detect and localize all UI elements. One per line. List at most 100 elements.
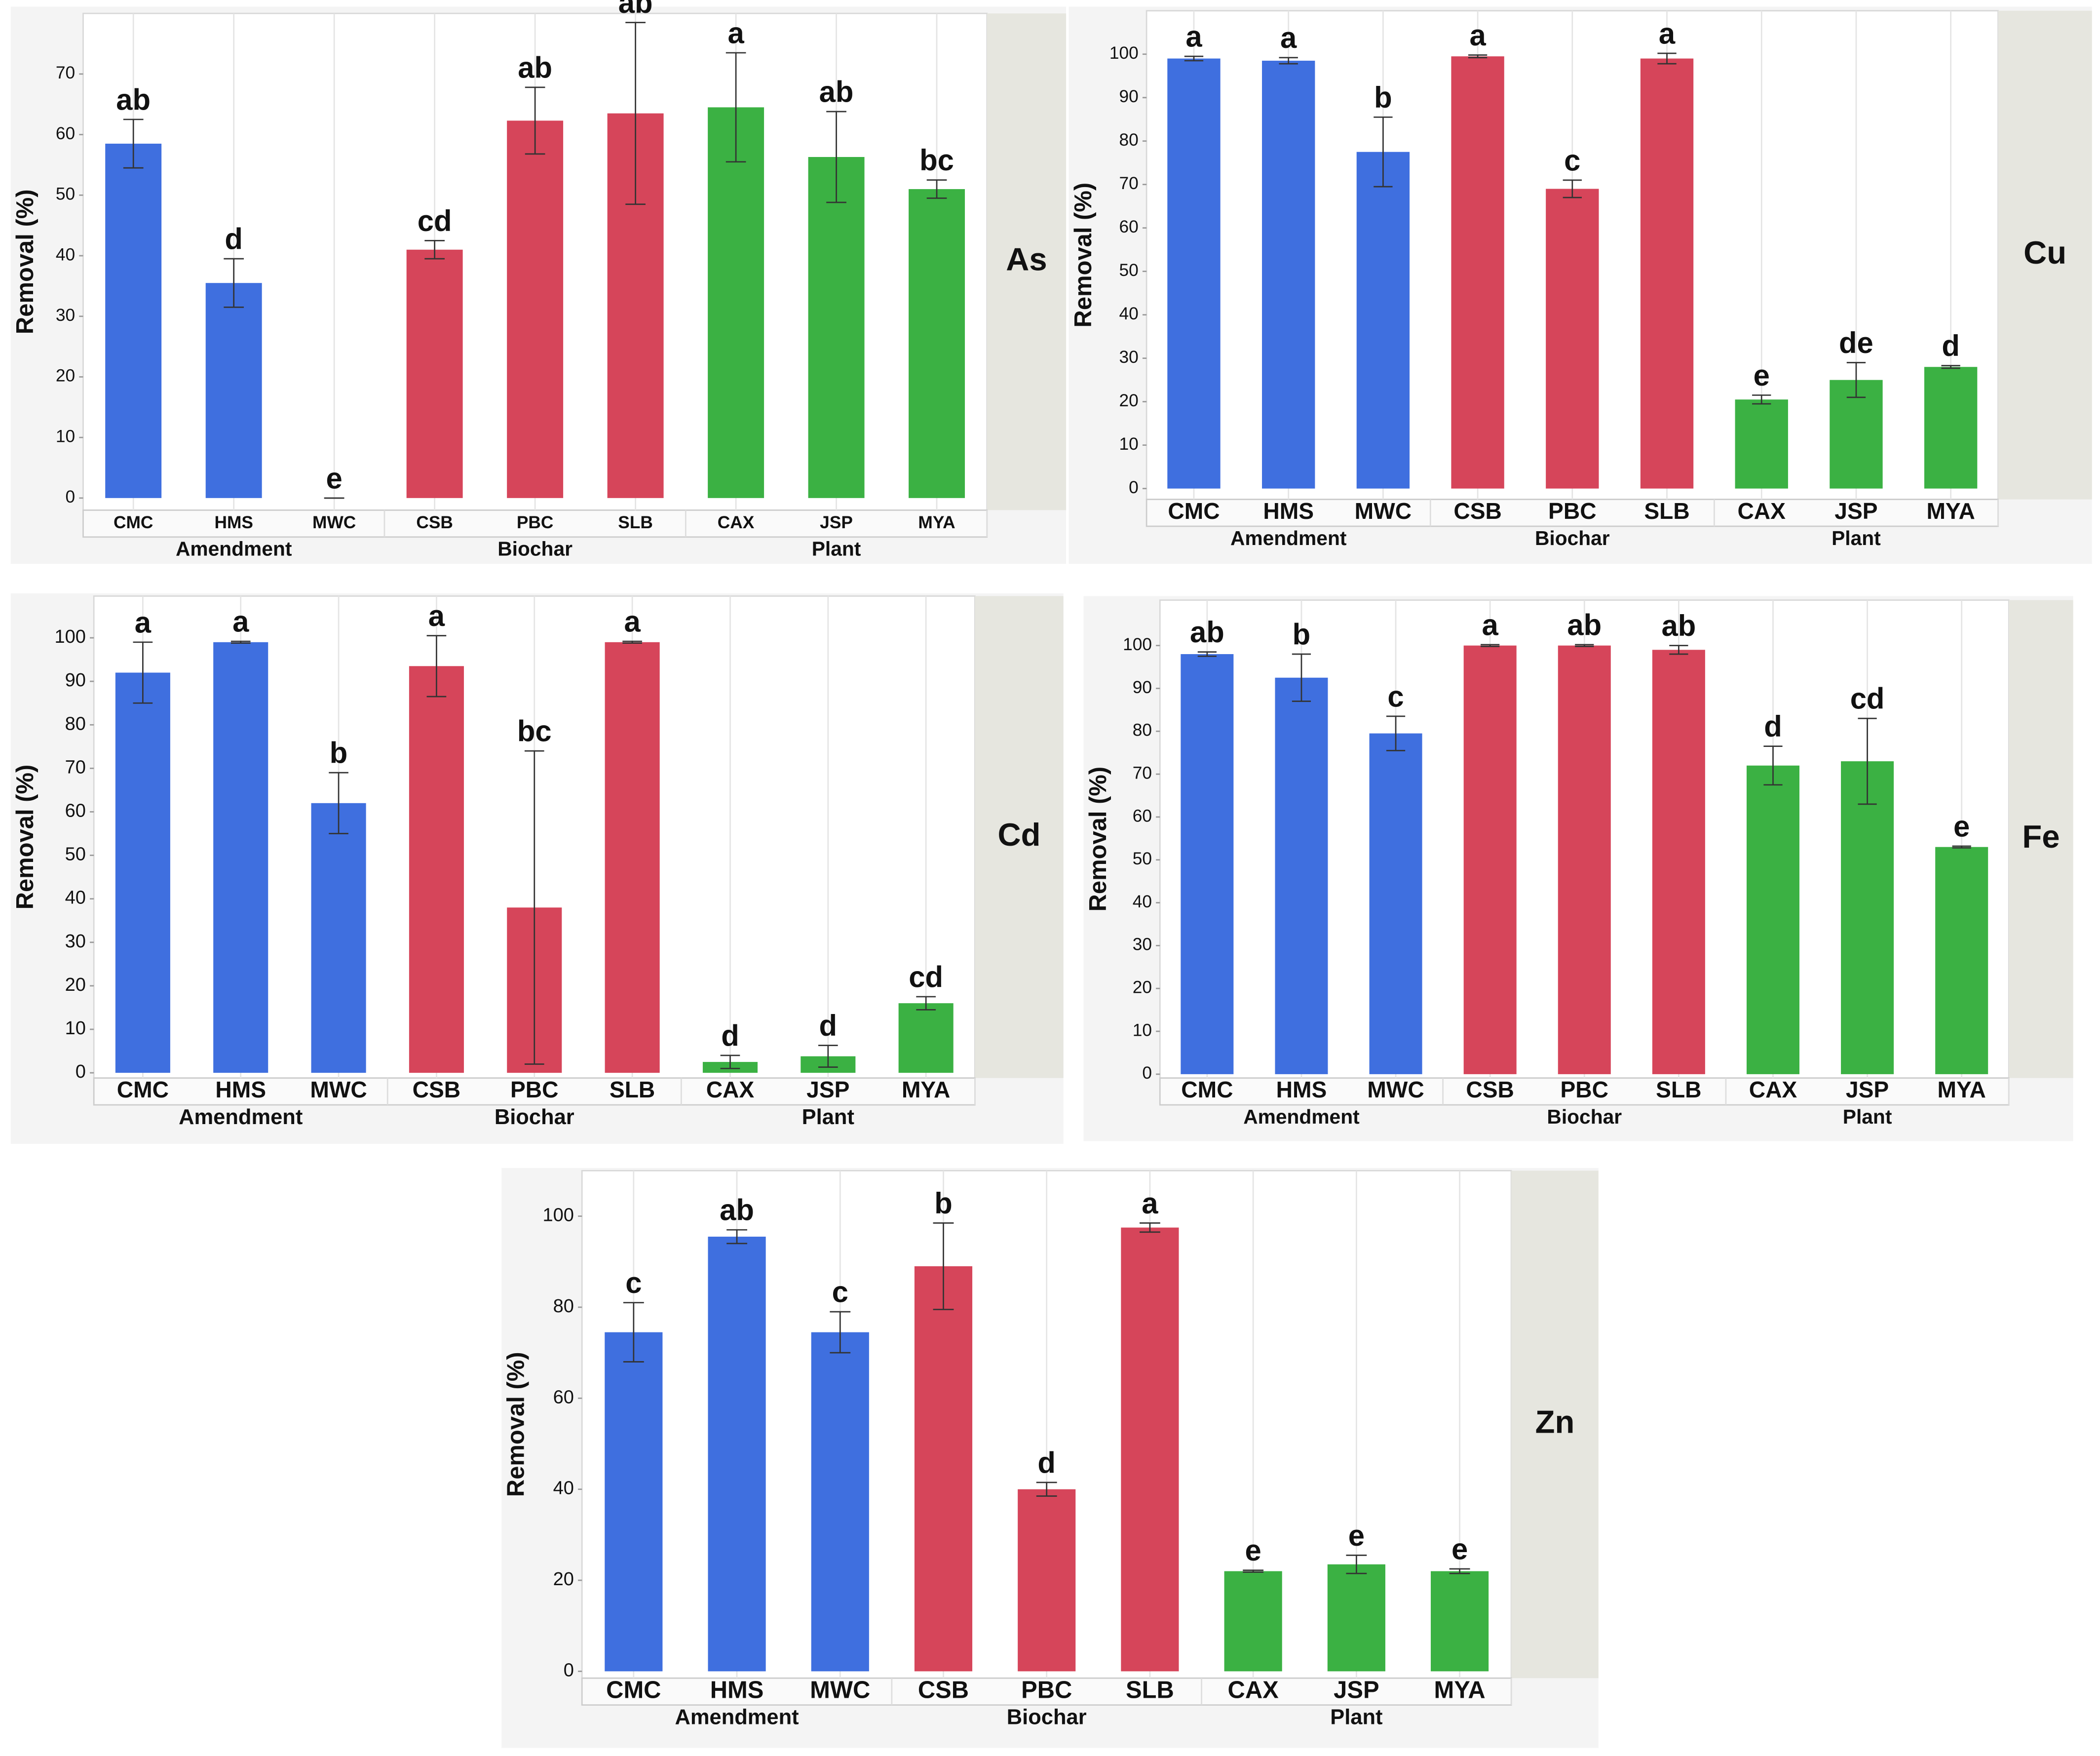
significance-letter: bc <box>919 144 954 177</box>
y-tick-label: 20 <box>553 1569 574 1590</box>
x-tick-label: JSP <box>1846 1077 1889 1102</box>
bar <box>1167 58 1221 489</box>
bar <box>1224 1571 1282 1672</box>
y-tick-label: 70 <box>1133 763 1152 782</box>
x-tick-label: PBC <box>1548 498 1597 524</box>
significance-letter: d <box>225 223 243 256</box>
bar <box>1735 399 1788 489</box>
x-tick-label: JSP <box>1334 1677 1379 1703</box>
x-tick-label: MYA <box>1926 498 1975 524</box>
x-tick-label: SLB <box>1656 1077 1701 1102</box>
significance-letter: d <box>721 1019 739 1052</box>
group-label: Amendment <box>1243 1105 1360 1128</box>
group-label: Plant <box>1330 1705 1382 1729</box>
x-tick-label: CSB <box>1453 498 1502 524</box>
bar <box>1275 677 1328 1074</box>
significance-letter: a <box>1142 1187 1158 1220</box>
category-axis-band <box>581 1677 1512 1706</box>
bar <box>1558 645 1611 1074</box>
bar <box>1018 1489 1076 1672</box>
bar <box>909 189 965 498</box>
facet-label: Zn <box>1535 1404 1575 1440</box>
significance-letter: a <box>1659 17 1676 50</box>
facet-label: Cu <box>2024 234 2066 271</box>
y-tick-label: 60 <box>56 124 75 143</box>
significance-letter: ab <box>720 1194 754 1227</box>
bar <box>898 1003 954 1073</box>
significance-letter: b <box>1293 618 1311 651</box>
x-tick-label: CSB <box>1466 1077 1514 1102</box>
bar <box>914 1266 973 1672</box>
y-tick-label: 70 <box>56 63 75 82</box>
y-tick-label: 10 <box>56 427 75 446</box>
group-label: Biochar <box>495 1105 574 1129</box>
y-tick-label: 0 <box>76 1061 86 1082</box>
x-tick-label: HMS <box>214 513 253 532</box>
group-label: Biochar <box>497 538 573 560</box>
y-tick-label: 60 <box>553 1387 574 1407</box>
facet-label: Fe <box>2022 819 2060 855</box>
bar <box>811 1332 869 1672</box>
group-label: Plant <box>802 1105 854 1129</box>
significance-letter: c <box>625 1266 642 1299</box>
x-tick-label: JSP <box>820 513 853 532</box>
y-tick-label: 20 <box>65 975 86 995</box>
y-tick-label: 80 <box>65 713 86 734</box>
group-label: Amendment <box>176 538 292 560</box>
significance-letter: d <box>819 1009 838 1042</box>
y-tick-label: 50 <box>56 185 75 204</box>
significance-letter: ab <box>618 0 653 19</box>
bar <box>1546 189 1599 489</box>
significance-letter: a <box>232 605 249 638</box>
y-tick-label: 20 <box>1133 978 1152 997</box>
y-tick-label: 40 <box>553 1478 574 1499</box>
facet-strip <box>975 596 1064 1078</box>
bar <box>1935 847 1988 1074</box>
bar <box>1356 152 1410 489</box>
x-tick-label: MWC <box>1367 1077 1424 1102</box>
group-label: Biochar <box>1007 1705 1087 1729</box>
y-tick-label: 100 <box>1109 43 1139 63</box>
bar <box>406 249 463 498</box>
x-tick-label: CAX <box>706 1077 755 1102</box>
significance-letter: e <box>1451 1532 1468 1565</box>
significance-letter: b <box>330 737 348 770</box>
group-label: Biochar <box>1535 527 1610 549</box>
significance-letter: c <box>832 1276 848 1309</box>
bar <box>1181 654 1234 1074</box>
y-tick-label: 60 <box>1119 217 1139 236</box>
significance-letter: ab <box>116 83 151 116</box>
y-axis-label: Removal (%) <box>12 189 38 334</box>
group-label: Amendment <box>179 1105 303 1129</box>
bar <box>105 144 162 498</box>
y-axis-label: Removal (%) <box>1085 767 1111 912</box>
y-tick-label: 80 <box>1133 721 1152 740</box>
y-tick-label: 90 <box>1119 87 1139 106</box>
x-tick-label: CMC <box>606 1677 661 1703</box>
y-tick-label: 30 <box>1133 935 1152 954</box>
significance-letter: c <box>1387 680 1404 713</box>
y-tick-label: 10 <box>1119 434 1139 454</box>
y-tick-label: 0 <box>1129 478 1139 497</box>
bar <box>1262 60 1315 489</box>
facet-strip <box>2009 600 2073 1078</box>
y-tick-label: 30 <box>65 931 86 952</box>
significance-letter: a <box>727 16 744 49</box>
bar <box>115 672 170 1073</box>
x-tick-label: CAX <box>1737 498 1786 524</box>
x-tick-label: MYA <box>918 513 955 532</box>
bar <box>1121 1227 1179 1672</box>
significance-letter: a <box>135 606 152 639</box>
bar <box>1640 58 1694 489</box>
significance-letter: a <box>624 605 641 638</box>
y-tick-label: 10 <box>65 1018 86 1039</box>
x-tick-label: CMC <box>117 1077 169 1102</box>
bar <box>409 666 464 1073</box>
y-tick-label: 90 <box>65 670 86 691</box>
y-tick-label: 10 <box>1133 1020 1152 1040</box>
significance-letter: e <box>1754 359 1770 392</box>
y-tick-label: 70 <box>65 757 86 778</box>
x-tick-label: CSB <box>416 513 453 532</box>
y-tick-label: 50 <box>1119 261 1139 280</box>
